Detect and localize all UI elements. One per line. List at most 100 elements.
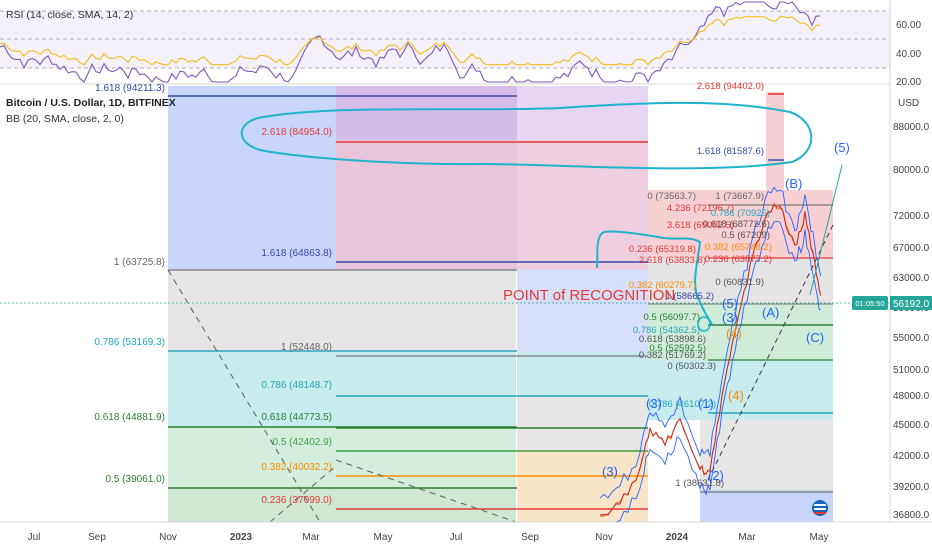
fib-label: 0.5 (39061.0) bbox=[106, 474, 166, 485]
wave-label: (B) bbox=[785, 176, 802, 191]
time-tick: Sep bbox=[88, 532, 106, 543]
currency-label[interactable]: USD bbox=[898, 98, 919, 109]
price-tick: 48000.0 bbox=[893, 391, 930, 402]
wave-label: (3) bbox=[646, 396, 662, 411]
zone-blue-mid bbox=[517, 270, 648, 352]
wave-label: (A) bbox=[762, 305, 779, 320]
price-tick: 42000.0 bbox=[893, 451, 930, 462]
price-line bbox=[599, 204, 822, 516]
indicator-title: BB (20, SMA, close, 2, 0) bbox=[6, 113, 124, 125]
fib-label: 1.618 (81587.6) bbox=[697, 146, 764, 157]
time-tick: May bbox=[810, 532, 829, 543]
wave-label: (5) bbox=[722, 296, 738, 311]
zone-pink-right bbox=[648, 190, 833, 258]
time-tick: Mar bbox=[302, 532, 320, 543]
fib-label: 4.236 (72196.7) bbox=[667, 203, 734, 214]
rsi-tick: 40.00 bbox=[896, 49, 921, 60]
time-tick: Nov bbox=[595, 532, 613, 543]
pointer-annotation bbox=[596, 230, 713, 325]
wave-label: (C) bbox=[806, 330, 824, 345]
point-of-recognition-label: POINT of RECOGNITION bbox=[503, 287, 675, 304]
price-tick: 39200.0 bbox=[893, 482, 930, 493]
rsi-line bbox=[0, 1, 821, 84]
fib-label: 0.786 (46107.2) bbox=[649, 399, 716, 410]
fib-label: 2.618 (84954.0) bbox=[261, 127, 332, 138]
zone-blue-right-bottom bbox=[700, 490, 833, 522]
zone-grey-left bbox=[168, 270, 516, 352]
price-tick: 88000.0 bbox=[893, 122, 930, 133]
rsi-pane: RSI (14, close, SMA, 14, 2) bbox=[0, 0, 890, 84]
wave-label: (5) bbox=[834, 140, 850, 155]
rsi-axis[interactable]: 60.00 40.00 20.00 bbox=[896, 20, 921, 88]
price-tick: 51000.0 bbox=[893, 365, 930, 376]
time-tick: Sep bbox=[521, 532, 539, 543]
fib-label: 2.618 (94402.0) bbox=[697, 81, 764, 92]
price-tick: 72000.0 bbox=[893, 211, 930, 222]
fib-label: 0.382 (40032.2) bbox=[261, 462, 332, 473]
zone-blue-left bbox=[168, 86, 336, 270]
zone-green-bottom bbox=[168, 488, 516, 522]
flag-icon[interactable] bbox=[812, 500, 828, 516]
fib-label: 0.382 (60279.7) bbox=[629, 280, 696, 291]
time-axis[interactable]: Jul Sep Nov 2023 Mar May Jul Sep Nov 202… bbox=[28, 532, 829, 543]
fib-label: 1.618 (94211.3) bbox=[95, 83, 165, 94]
rsi-title: RSI (14, close, SMA, 14, 2) bbox=[6, 9, 133, 21]
wave-label: (1) bbox=[698, 396, 714, 411]
rsi-ma-line bbox=[0, 16, 821, 66]
fib-zones bbox=[168, 86, 833, 522]
fib-label: 1 (58665.2) bbox=[665, 291, 714, 302]
price-tick: 63000.0 bbox=[893, 273, 930, 284]
wave-label: (4) bbox=[726, 326, 742, 341]
fib-label: 0 (73563.7) bbox=[647, 191, 696, 202]
fib-label: 0 (50302.3) bbox=[667, 361, 716, 372]
fib-label: 1 (63725.8) bbox=[114, 257, 165, 268]
fib-label: 1 (73667.9) bbox=[715, 191, 764, 202]
last-price-badge: 01:05:50 56192.0 bbox=[852, 296, 932, 310]
fib-label: 0.5 (56097.7) bbox=[643, 312, 700, 323]
marker-circle-a bbox=[697, 316, 711, 332]
price-axis[interactable]: 88000.0 80000.0 72000.0 67000.0 63000.0 … bbox=[893, 122, 930, 521]
fib-label: 3.618 (69002.5) bbox=[667, 220, 734, 231]
wave-label: (3) bbox=[602, 464, 618, 479]
symbol-title: Bitcoin / U.S. Dollar, 1D, BITFINEX bbox=[6, 97, 176, 109]
time-tick: 2024 bbox=[666, 532, 689, 543]
fib-label: 0 (60831.9) bbox=[715, 277, 764, 288]
price-tick: 67000.0 bbox=[893, 243, 930, 254]
zone-pink-top-right bbox=[766, 92, 784, 192]
fib-label: 1 (38631.8) bbox=[675, 478, 724, 489]
time-tick: Mar bbox=[738, 532, 756, 543]
wave-label: (3) bbox=[722, 310, 738, 325]
time-tick: May bbox=[374, 532, 393, 543]
time-tick: Nov bbox=[159, 532, 177, 543]
price-tick: 55000.0 bbox=[893, 333, 930, 344]
zone-green-right bbox=[648, 304, 833, 360]
zone-teal-right bbox=[648, 360, 833, 420]
wave-label: (4) bbox=[728, 388, 744, 403]
fib-label: 2.618 (63833.8) bbox=[639, 255, 706, 266]
zone-teal-left bbox=[168, 352, 516, 428]
price-tick: 36800.0 bbox=[893, 510, 930, 521]
fib-label: 0.382 (51769.2) bbox=[639, 350, 706, 361]
zone-teal-mid bbox=[517, 352, 648, 396]
fib-label: 0.618 (68772.6) bbox=[703, 219, 770, 230]
fib-labels-left: 1.618 (94211.3) 2.618 (84954.0) 1 (63725… bbox=[94, 83, 332, 506]
fib-label: 0.236 (63877.2) bbox=[705, 254, 772, 265]
circle-annotation bbox=[240, 101, 813, 170]
fib-label: 0.618 (44773.5) bbox=[261, 412, 332, 423]
fib-label: 0.786 (54362.5) bbox=[633, 325, 700, 336]
last-price-time: 01:05:50 bbox=[855, 299, 884, 308]
fib-labels-right: 2.618 (94402.0) 1.618 (81587.6) 0 (73563… bbox=[629, 81, 772, 489]
fib-label: 0.618 (44881.9) bbox=[94, 412, 165, 423]
wave-labels: (5) (B) (A) (C) (5) (3) (4) (1) (2) (3) … bbox=[602, 140, 850, 483]
rsi-tick: 20.00 bbox=[896, 77, 921, 88]
time-tick: 2023 bbox=[230, 532, 253, 543]
wave-projection-line bbox=[809, 164, 843, 296]
wave-label: (2) bbox=[708, 468, 724, 483]
fib-label: 0.236 (37099.0) bbox=[261, 495, 332, 506]
bollinger-upper bbox=[599, 186, 822, 499]
rsi-tick: 60.00 bbox=[896, 20, 921, 31]
fib-label: 0.382 (65748.2) bbox=[705, 242, 772, 253]
time-tick: Jul bbox=[450, 532, 463, 543]
zone-grey-right bbox=[648, 258, 833, 304]
